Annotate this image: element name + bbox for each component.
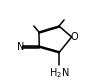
Text: O: O [70, 32, 78, 42]
Text: H$_2$N: H$_2$N [49, 66, 69, 80]
Text: N: N [17, 42, 24, 52]
